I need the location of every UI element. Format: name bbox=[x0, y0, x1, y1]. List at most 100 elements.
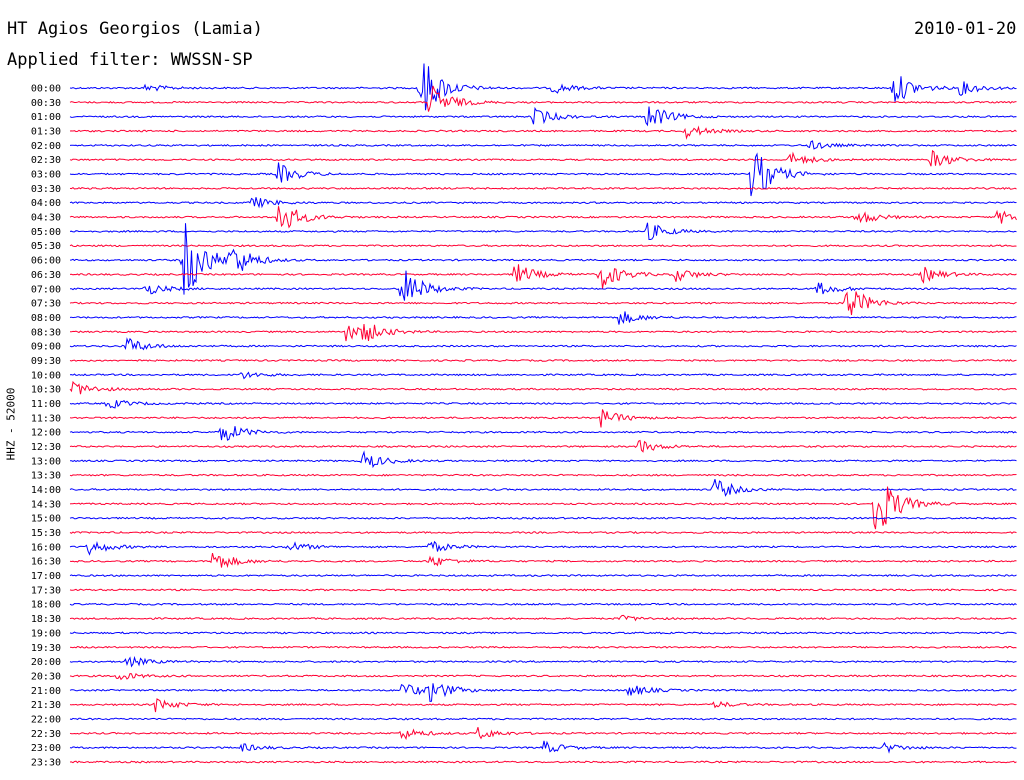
row-time-label: 06:30 bbox=[31, 270, 61, 281]
date-label: 2010-01-20 bbox=[914, 19, 1017, 39]
row-time-label: 11:30 bbox=[31, 413, 61, 424]
trace-row-26 bbox=[70, 450, 1017, 469]
row-time-label: 19:30 bbox=[31, 643, 61, 654]
row-time-label: 20:30 bbox=[31, 671, 61, 682]
trace-row-17 bbox=[70, 323, 1017, 342]
trace-row-34 bbox=[69, 574, 1017, 578]
row-time-label: 18:00 bbox=[31, 600, 61, 611]
row-time-label: 09:00 bbox=[31, 342, 61, 353]
trace-row-24 bbox=[69, 426, 1017, 441]
row-time-label: 08:30 bbox=[31, 327, 61, 338]
row-time-label: 01:00 bbox=[31, 112, 61, 123]
trace-row-35 bbox=[69, 588, 1017, 592]
trace-row-14 bbox=[69, 270, 1017, 301]
row-time-label: 10:30 bbox=[31, 385, 61, 396]
trace-row-37 bbox=[69, 614, 1017, 622]
trace-row-2 bbox=[69, 106, 1017, 127]
trace-row-28 bbox=[69, 479, 1017, 497]
row-time-label: 12:30 bbox=[31, 442, 61, 453]
row-time-label: 22:00 bbox=[31, 714, 61, 725]
row-time-label: 21:30 bbox=[31, 700, 61, 711]
row-time-label: 15:00 bbox=[31, 514, 61, 525]
trace-row-0 bbox=[69, 63, 1017, 111]
trace-row-41 bbox=[69, 672, 1017, 681]
row-time-label: 07:30 bbox=[31, 299, 61, 310]
trace-row-29 bbox=[69, 486, 1017, 530]
trace-row-23 bbox=[69, 409, 1017, 428]
row-time-label: 12:00 bbox=[31, 428, 61, 439]
row-time-label: 08:00 bbox=[31, 313, 61, 324]
row-time-label: 22:30 bbox=[31, 729, 61, 740]
trace-row-18 bbox=[69, 337, 1017, 351]
row-time-label: 15:30 bbox=[31, 528, 61, 539]
trace-row-31 bbox=[69, 530, 1017, 534]
trace-row-7 bbox=[69, 186, 1017, 190]
trace-row-43 bbox=[69, 698, 1017, 713]
row-time-label: 04:30 bbox=[31, 213, 61, 224]
row-time-label: 05:30 bbox=[31, 241, 61, 252]
trace-row-21 bbox=[69, 380, 1017, 395]
row-time-label: 16:30 bbox=[31, 557, 61, 568]
row-time-label: 00:00 bbox=[31, 84, 61, 95]
row-time-label: 05:00 bbox=[31, 227, 61, 238]
trace-row-46 bbox=[69, 740, 1017, 754]
trace-row-44 bbox=[69, 717, 1017, 721]
trace-row-15 bbox=[69, 291, 1017, 316]
row-time-label: 03:30 bbox=[31, 184, 61, 195]
row-time-label: 17:00 bbox=[31, 571, 61, 582]
row-time-label: 02:30 bbox=[31, 155, 61, 166]
row-time-label: 20:00 bbox=[31, 657, 61, 668]
trace-row-11 bbox=[69, 244, 1017, 248]
trace-row-16 bbox=[69, 311, 1017, 325]
trace-row-22 bbox=[69, 400, 1017, 409]
trace-row-32 bbox=[69, 540, 1017, 556]
trace-row-12 bbox=[69, 223, 1017, 295]
row-time-label: 09:30 bbox=[31, 356, 61, 367]
trace-row-42 bbox=[69, 683, 1017, 702]
filter-subtitle: Applied filter: WWSSN-SP bbox=[7, 50, 253, 70]
row-time-label: 13:00 bbox=[31, 456, 61, 467]
row-time-label: 00:30 bbox=[31, 98, 61, 109]
trace-row-45 bbox=[69, 727, 1017, 741]
trace-row-19 bbox=[69, 359, 1017, 362]
row-time-label: 23:30 bbox=[31, 757, 61, 768]
trace-row-25 bbox=[69, 439, 1017, 453]
trace-row-47 bbox=[69, 760, 1017, 764]
trace-row-13 bbox=[69, 264, 1017, 289]
row-time-label: 16:00 bbox=[31, 542, 61, 553]
row-time-label: 07:00 bbox=[31, 284, 61, 295]
trace-row-4 bbox=[69, 140, 1017, 150]
row-time-label: 11:00 bbox=[31, 399, 61, 410]
trace-row-1 bbox=[69, 85, 1017, 112]
row-time-label: 04:00 bbox=[31, 198, 61, 209]
trace-row-3 bbox=[69, 125, 1017, 140]
trace-row-27 bbox=[69, 473, 1017, 477]
trace-row-9 bbox=[69, 206, 1017, 229]
station-title: HT Agios Georgios (Lamia) bbox=[7, 19, 263, 39]
trace-row-38 bbox=[69, 631, 1017, 635]
trace-row-33 bbox=[69, 552, 1017, 569]
row-time-label: 14:30 bbox=[31, 499, 61, 510]
row-time-label: 17:30 bbox=[31, 585, 61, 596]
row-time-label: 18:30 bbox=[31, 614, 61, 625]
trace-row-8 bbox=[69, 197, 1017, 209]
trace-row-36 bbox=[69, 602, 1017, 606]
trace-row-40 bbox=[69, 655, 1017, 668]
row-time-label: 06:00 bbox=[31, 256, 61, 267]
trace-row-6 bbox=[69, 152, 1017, 197]
row-time-label: 03:00 bbox=[31, 170, 61, 181]
trace-row-5 bbox=[69, 149, 1017, 167]
row-time-label: 02:00 bbox=[31, 141, 61, 152]
row-time-label: 23:00 bbox=[31, 743, 61, 754]
row-time-label: 10:00 bbox=[31, 370, 61, 381]
trace-row-20 bbox=[69, 371, 1017, 380]
row-time-label: 13:30 bbox=[31, 471, 61, 482]
row-time-label: 01:30 bbox=[31, 127, 61, 138]
row-time-label: 19:00 bbox=[31, 628, 61, 639]
row-time-label: 14:00 bbox=[31, 485, 61, 496]
row-time-label: 21:00 bbox=[31, 686, 61, 697]
trace-row-30 bbox=[69, 516, 1017, 520]
trace-row-39 bbox=[69, 645, 1017, 649]
trace-row-10 bbox=[69, 222, 1017, 240]
